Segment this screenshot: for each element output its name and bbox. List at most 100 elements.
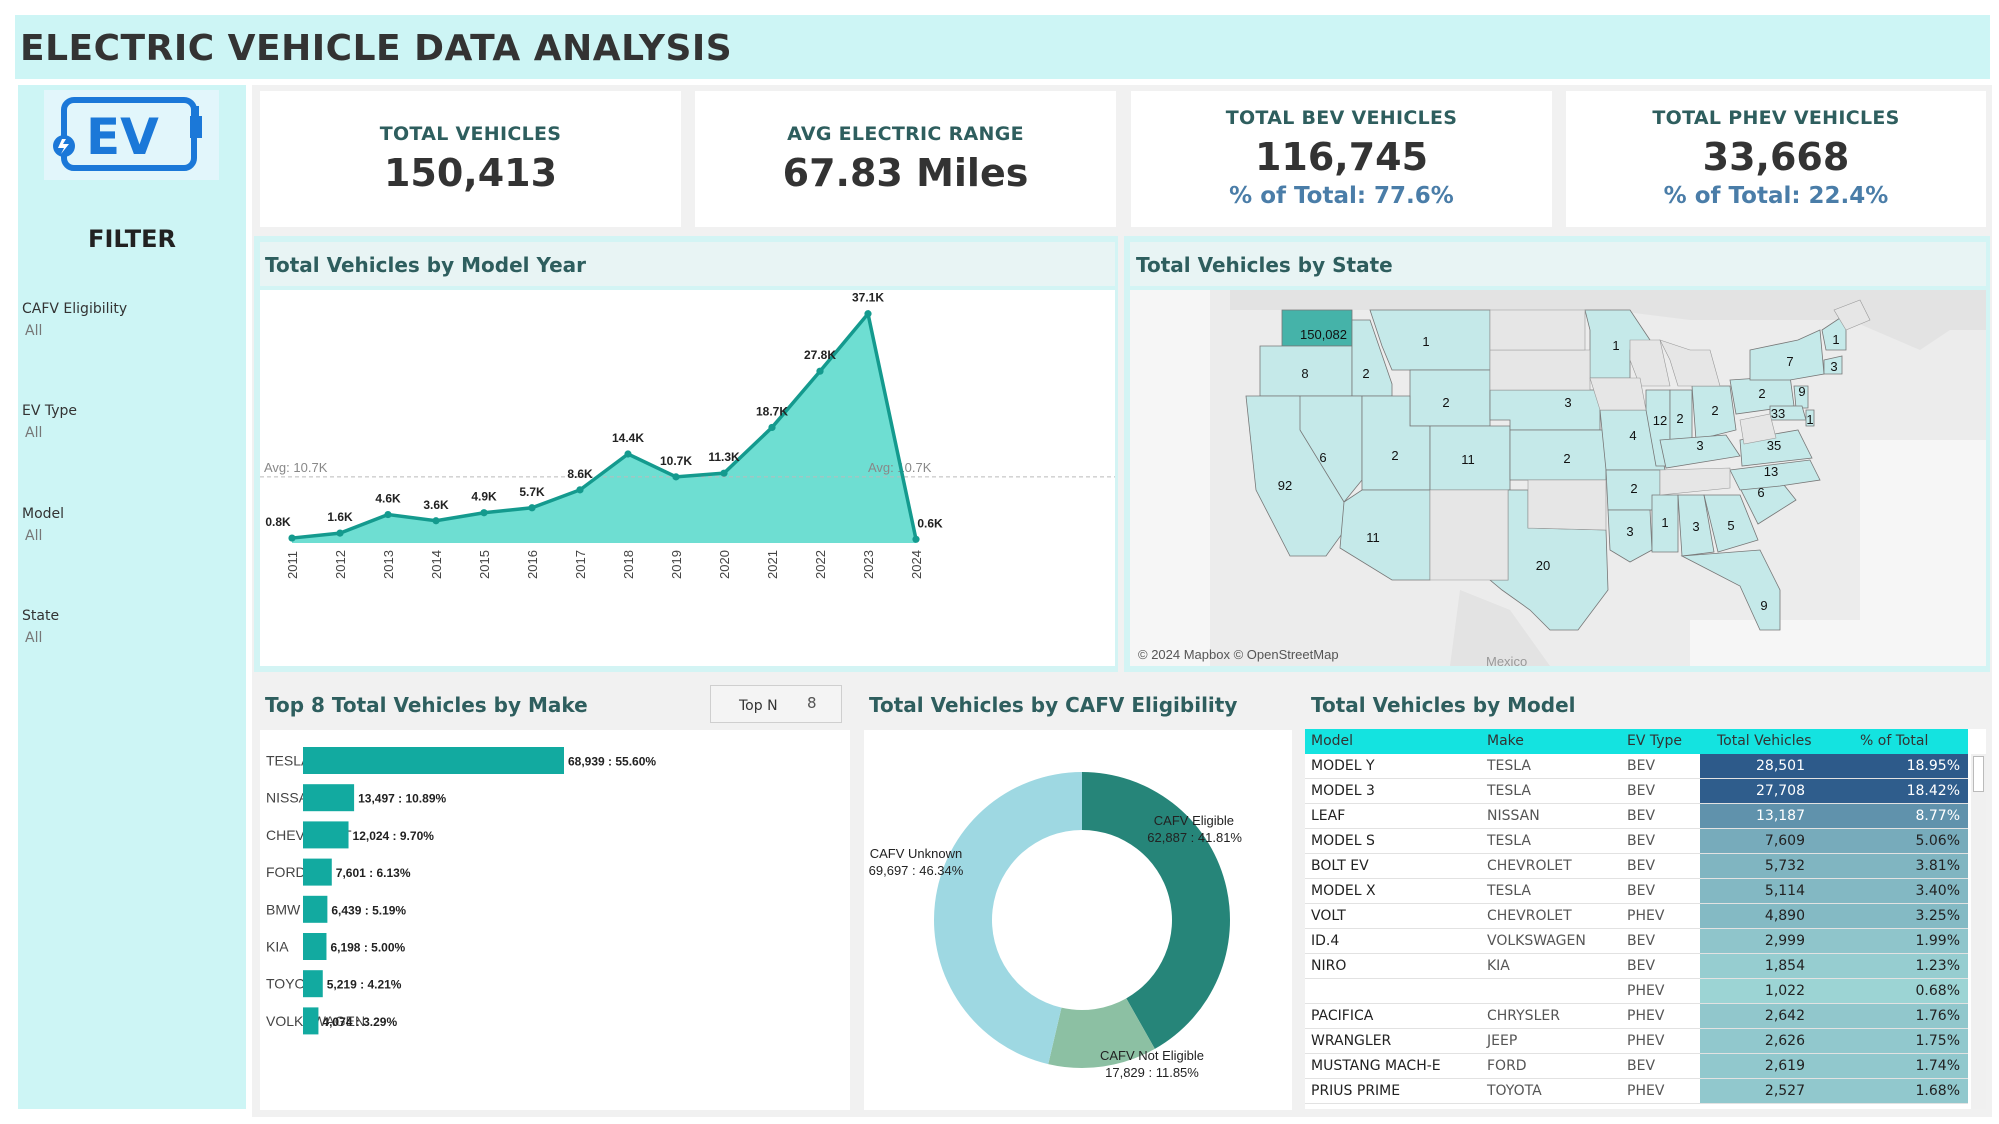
model-table[interactable]: Model Make EV Type Total Vehicles % of Total… xyxy=(1305,729,1986,1109)
table-cell: JEEP xyxy=(1487,1033,1518,1049)
filter-model[interactable]: Model All xyxy=(22,506,64,544)
filter-value[interactable]: All xyxy=(25,425,43,441)
column-header[interactable]: Make xyxy=(1487,733,1524,749)
topn-control[interactable]: Top N 8 xyxy=(710,685,842,723)
state-value-label: 3 xyxy=(1564,395,1571,410)
table-row[interactable]: MODEL 3 TESLA BEV 27,708 18.42% xyxy=(1305,779,1968,804)
table-cell: 2,999 xyxy=(1764,933,1805,949)
scrollbar-thumb[interactable] xyxy=(1973,756,1984,792)
donut-label-value: 62,887 : 41.81% xyxy=(1147,830,1242,845)
x-tick-label: 2024 xyxy=(909,550,924,579)
data-point xyxy=(432,517,440,525)
kpi-avg-range: AVG ELECTRIC RANGE 67.83 Miles xyxy=(695,91,1116,227)
column-header[interactable]: Total Vehicles xyxy=(1717,733,1812,749)
kpi-value: 150,413 xyxy=(383,151,558,195)
data-label: 5.7K xyxy=(519,485,545,499)
x-tick-label: 2012 xyxy=(333,550,348,579)
state-value-label: 2 xyxy=(1758,386,1765,401)
value-heat-cell xyxy=(1700,904,1968,928)
panel-title: Total Vehicles by Model xyxy=(1311,693,1576,717)
table-scrollbar[interactable] xyxy=(1971,754,1986,1109)
table-cell: BEV xyxy=(1627,933,1656,949)
state-value-label: 5 xyxy=(1727,518,1734,533)
value-heat-cell xyxy=(1700,929,1968,953)
table-cell: MUSTANG MACH-E xyxy=(1311,1058,1441,1074)
table-row[interactable]: MUSTANG MACH-E FORD BEV 2,619 1.74% xyxy=(1305,1054,1968,1079)
filter-value[interactable]: All xyxy=(25,630,43,646)
x-tick-label: 2015 xyxy=(477,550,492,579)
table-row[interactable]: MODEL S TESLA BEV 7,609 5.06% xyxy=(1305,829,1968,854)
state-me xyxy=(1833,299,1871,331)
topn-value[interactable]: 8 xyxy=(807,694,817,712)
table-cell: 5.06% xyxy=(1915,833,1960,849)
filter-value[interactable]: All xyxy=(25,528,43,544)
state-al xyxy=(1677,494,1715,557)
state-value-label: 2 xyxy=(1676,411,1683,426)
panel-title: Total Vehicles by State xyxy=(1136,253,1393,277)
ocean-west xyxy=(1130,290,1210,666)
area-fill xyxy=(292,313,916,543)
table-row[interactable]: PRIUS PRIME TOYOTA PHEV 2,527 1.68% xyxy=(1305,1079,1968,1104)
table-cell: VOLKSWAGEN xyxy=(1487,933,1586,949)
state-value-label: 12 xyxy=(1653,413,1667,428)
state-mi xyxy=(1659,339,1721,387)
filter-value[interactable]: All xyxy=(25,323,43,339)
column-header[interactable]: % of Total xyxy=(1860,733,1929,749)
table-cell: 1.76% xyxy=(1915,1008,1960,1024)
table-cell: 7,609 xyxy=(1764,833,1805,849)
table-row[interactable]: VOLT CHEVROLET PHEV 4,890 3.25% xyxy=(1305,904,1968,929)
panel-title: Top 8 Total Vehicles by Make xyxy=(265,693,588,717)
header-bar xyxy=(15,15,1990,79)
table-row[interactable]: ID.4 VOLKSWAGEN BEV 2,999 1.99% xyxy=(1305,929,1968,954)
state-value-label: 6 xyxy=(1757,485,1764,500)
table-cell: BEV xyxy=(1627,808,1656,824)
table-cell: BEV xyxy=(1627,758,1656,774)
column-header[interactable]: EV Type xyxy=(1627,733,1683,749)
table-cell: 3.40% xyxy=(1915,883,1960,899)
make-value-label: 6,439 : 5.19% xyxy=(331,903,406,917)
state-value-label: 8 xyxy=(1301,366,1308,381)
table-row[interactable]: MODEL X TESLA BEV 5,114 3.40% xyxy=(1305,879,1968,904)
make-value-label: 7,601 : 6.13% xyxy=(336,866,411,880)
table-row[interactable]: MODEL Y TESLA BEV 28,501 18.95% xyxy=(1305,754,1968,779)
table-cell: 1.75% xyxy=(1915,1033,1960,1049)
table-row[interactable]: WRANGLER JEEP PHEV 2,626 1.75% xyxy=(1305,1029,1968,1054)
make-bar xyxy=(303,933,327,960)
state-value-label: 1 xyxy=(1422,334,1429,349)
table-cell: NISSAN xyxy=(1487,808,1540,824)
state-nv xyxy=(1299,395,1363,503)
map-country-label: Mexico xyxy=(1486,654,1527,666)
table-row[interactable]: NIRO KIA BEV 1,854 1.23% xyxy=(1305,954,1968,979)
cafv-donut-chart: CAFV Eligible 62,887 : 41.81% CAFV Not Eli… xyxy=(869,772,1242,1080)
table-row[interactable]: PHEV 1,022 0.68% xyxy=(1305,979,1968,1004)
table-row[interactable]: LEAF NISSAN BEV 13,187 8.77% xyxy=(1305,804,1968,829)
value-heat-cell xyxy=(1700,1029,1968,1053)
kpi-sub: % of Total: 77.6% xyxy=(1229,183,1454,209)
filter-cafv[interactable]: CAFV Eligibility All xyxy=(22,301,127,339)
filter-state[interactable]: State All xyxy=(22,608,59,646)
value-heat-cell xyxy=(1700,1079,1968,1103)
table-row[interactable]: PACIFICA CHRYSLER PHEV 2,642 1.76% xyxy=(1305,1004,1968,1029)
make-value-label: 5,219 : 4.21% xyxy=(327,978,402,992)
state-value-label: 2 xyxy=(1391,448,1398,463)
data-point xyxy=(672,473,680,481)
sidebar xyxy=(18,85,246,1109)
state-map[interactable]: 150,082 8 92 2 1 2 6 2 11 11 20 3 2 1 4 2 3 1 3 5 9 6 13 35 12 2 2… xyxy=(1130,290,1986,666)
make-value-label: 6,198 : 5.00% xyxy=(330,941,405,955)
table-row[interactable]: BOLT EV CHEVROLET BEV 5,732 3.81% xyxy=(1305,854,1968,879)
value-heat-cell xyxy=(1700,829,1968,853)
table-cell: TESLA xyxy=(1487,833,1531,849)
make-bar xyxy=(303,970,323,998)
value-heat-cell xyxy=(1700,1004,1968,1028)
value-heat-cell xyxy=(1700,754,1968,778)
column-header[interactable]: Model xyxy=(1311,733,1354,749)
kpi-value: 67.83 Miles xyxy=(782,151,1029,195)
state-value-label: 92 xyxy=(1278,478,1292,493)
table-cell: 2,527 xyxy=(1764,1083,1805,1099)
table-cell: LEAF xyxy=(1311,808,1346,824)
data-label: 4.6K xyxy=(375,492,401,506)
ocean-east xyxy=(1860,440,1986,620)
table-cell: CHRYSLER xyxy=(1487,1008,1560,1024)
filter-ev-type[interactable]: EV Type All xyxy=(22,403,77,441)
